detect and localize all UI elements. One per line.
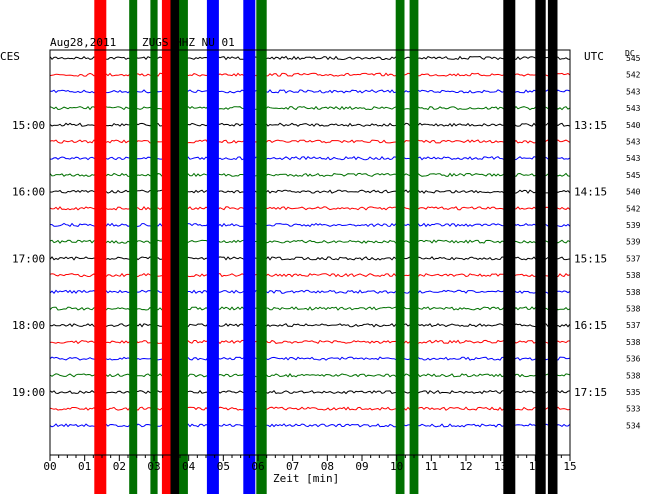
- right-utc-label: 17:15: [574, 386, 607, 399]
- x-tick-label: 12: [459, 460, 472, 473]
- dc-offset-label: 545: [626, 171, 641, 180]
- dc-offset-label: 535: [626, 388, 641, 397]
- x-tick-label: 08: [321, 460, 334, 473]
- x-tick-label: 11: [425, 460, 438, 473]
- right-utc-label: 14:15: [574, 186, 607, 199]
- event-burst: [547, 0, 558, 494]
- dc-offset-label: 534: [626, 421, 641, 430]
- dc-offset-label: 539: [626, 221, 641, 230]
- x-tick-label: 05: [217, 460, 230, 473]
- event-bursts: [94, 0, 558, 494]
- x-axis-ticks: 00 01 02 03 04 05 06 07 08 09 10 11 12 13 14 15: [43, 455, 577, 473]
- dc-offset-label: 543: [626, 104, 641, 113]
- dc-offset-labels: 545 542 543 543 540 543 543 545 540 542 539 539 537 5…: [626, 54, 641, 430]
- event-burst: [129, 0, 138, 494]
- dc-offset-label: 533: [626, 405, 641, 414]
- right-utc-label: 15:15: [574, 252, 607, 265]
- dc-offset-label: 537: [626, 321, 641, 330]
- dc-offset-label: 538: [626, 271, 641, 280]
- event-burst: [179, 0, 188, 494]
- right-timezone-label: UTC: [584, 50, 604, 63]
- event-burst: [503, 0, 516, 494]
- left-hour-label: 15:00: [12, 119, 45, 132]
- dc-offset-label: 538: [626, 305, 641, 314]
- x-tick-label: 10: [390, 460, 403, 473]
- x-axis-title: Zeit [min]: [273, 472, 339, 485]
- dc-offset-label: 542: [626, 71, 641, 80]
- dc-offset-label: 543: [626, 154, 641, 163]
- dc-offset-label: 538: [626, 371, 641, 380]
- dc-offset-label: 542: [626, 204, 641, 213]
- right-utc-label: 13:15: [574, 119, 607, 132]
- dc-offset-label: 538: [626, 338, 641, 347]
- left-hour-labels: 15:00 16:00 17:00 18:00 19:00: [12, 119, 45, 399]
- dc-offset-label: 538: [626, 288, 641, 297]
- left-hour-label: 19:00: [12, 386, 45, 399]
- dc-offset-label: 543: [626, 138, 641, 147]
- event-burst: [243, 0, 256, 494]
- left-hour-label: 16:00: [12, 186, 45, 199]
- right-utc-labels: 13:15 14:15 15:15 16:15 17:15: [574, 119, 607, 399]
- event-burst: [206, 0, 219, 494]
- x-tick-label: 14: [529, 460, 543, 473]
- x-tick-label: 13: [494, 460, 507, 473]
- dc-offset-label: 540: [626, 121, 641, 130]
- x-tick-label: 02: [113, 460, 126, 473]
- dc-offset-label: 539: [626, 238, 641, 247]
- x-tick-label: 04: [182, 460, 196, 473]
- right-utc-label: 16:15: [574, 319, 607, 332]
- left-hour-label: 17:00: [12, 252, 45, 265]
- event-burst: [409, 0, 419, 494]
- x-tick-label: 03: [147, 460, 160, 473]
- dc-offset-label: 543: [626, 87, 641, 96]
- event-burst: [150, 0, 158, 494]
- event-burst: [256, 0, 267, 494]
- dc-offset-label: 537: [626, 254, 641, 263]
- event-burst: [94, 0, 107, 494]
- x-tick-label: 06: [251, 460, 264, 473]
- dc-offset-label: 536: [626, 355, 641, 364]
- chart-date: Aug28,2011: [50, 36, 116, 49]
- left-hour-label: 18:00: [12, 319, 45, 332]
- x-tick-label: 09: [355, 460, 368, 473]
- dc-header-label: DC: [625, 49, 635, 58]
- x-tick-label: 01: [78, 460, 91, 473]
- event-burst: [535, 0, 546, 494]
- left-timezone-label: CES: [0, 50, 20, 63]
- dc-offset-label: 545: [626, 54, 641, 63]
- event-burst: [395, 0, 405, 494]
- x-tick-label: 00: [43, 460, 56, 473]
- dc-offset-label: 540: [626, 188, 641, 197]
- chart-station: ZUGS HHZ NU 01: [142, 36, 235, 49]
- x-tick-label: 07: [286, 460, 299, 473]
- x-tick-label: 15: [563, 460, 576, 473]
